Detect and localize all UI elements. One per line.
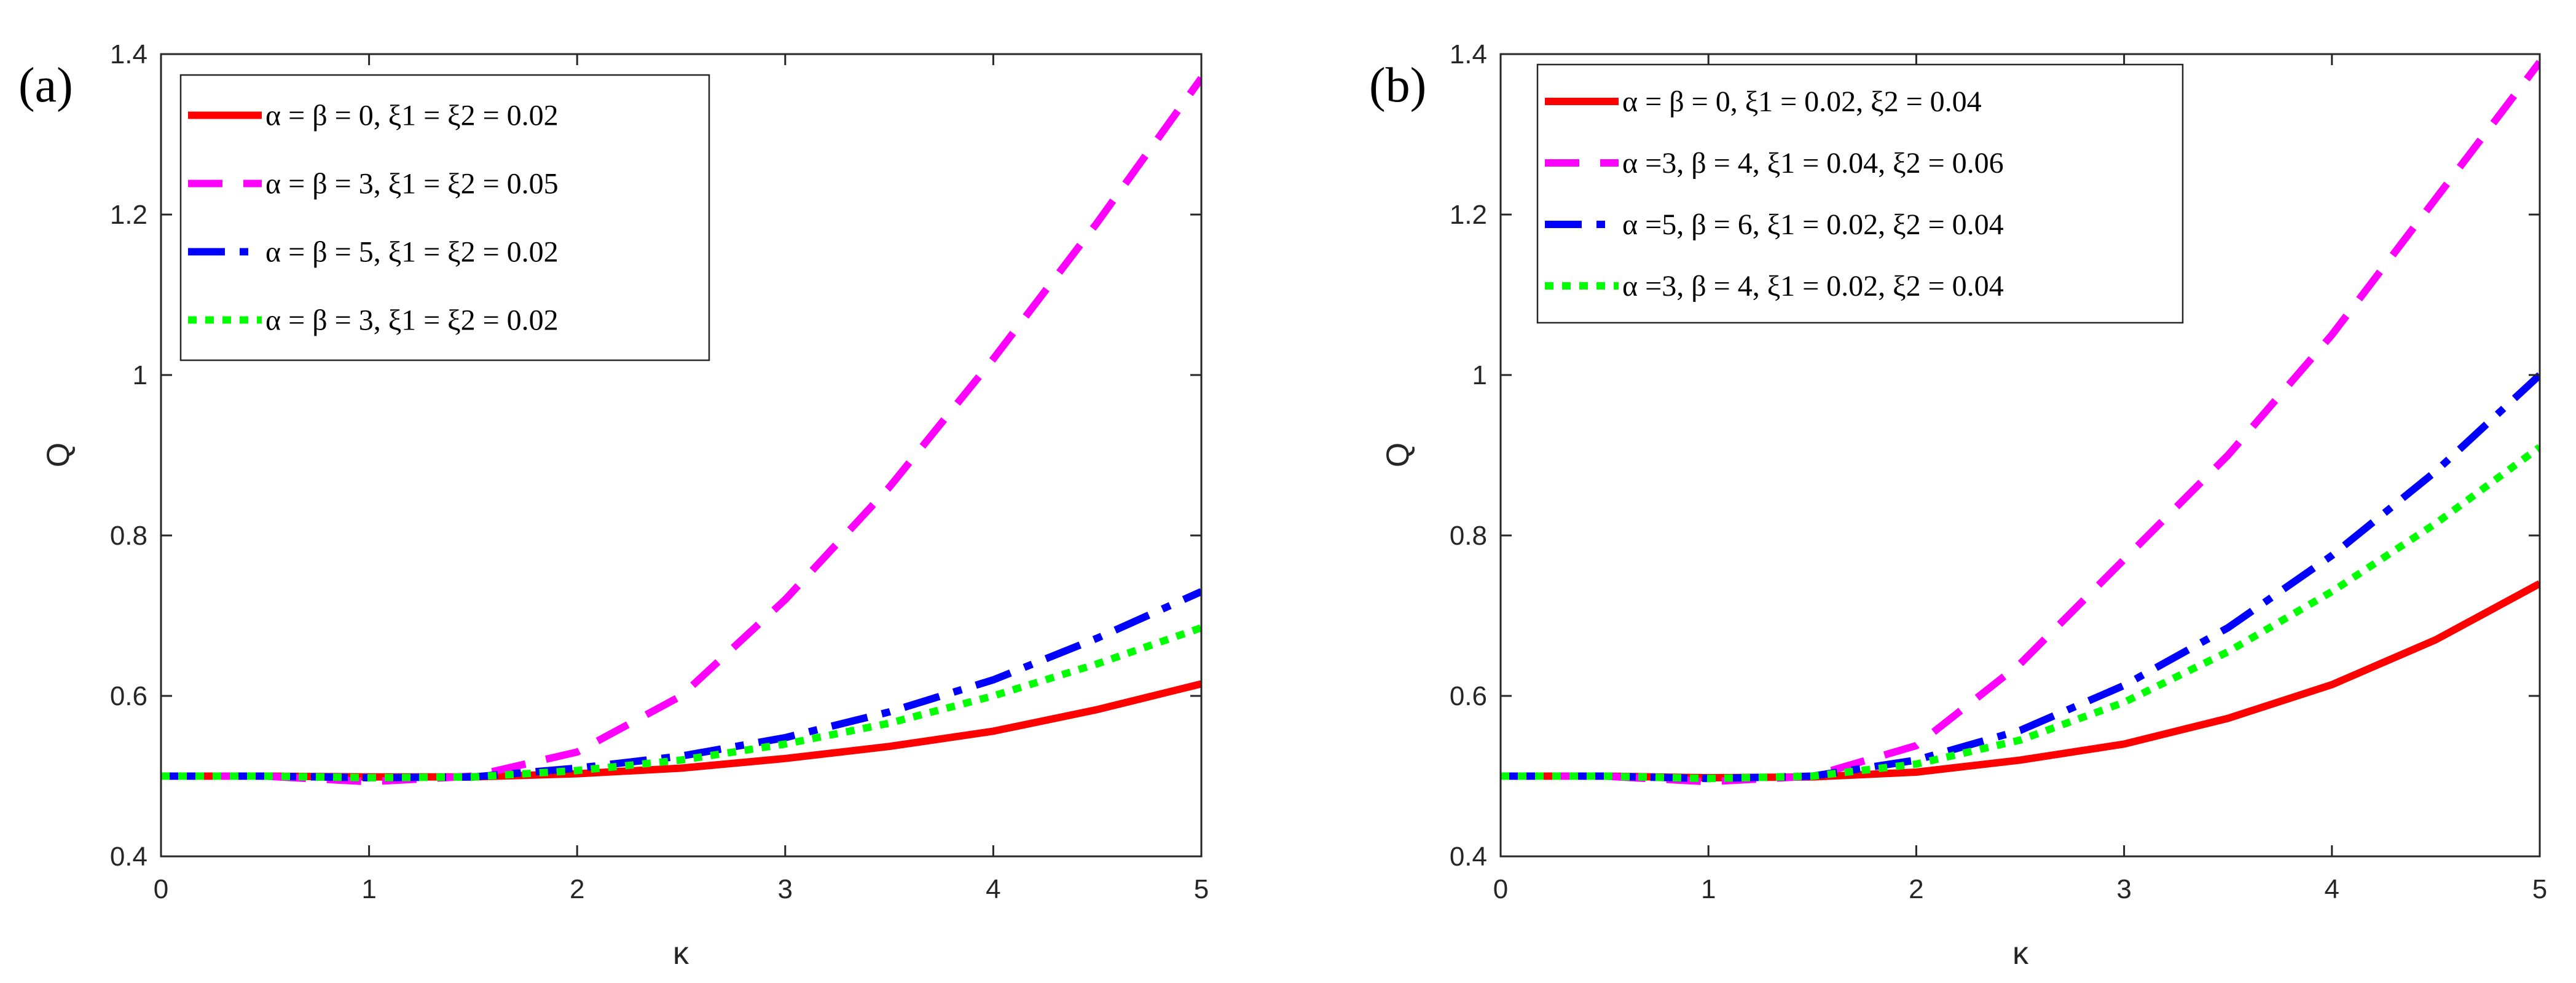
x-tick-label: 3 — [778, 874, 793, 904]
x-tick-label: 5 — [2532, 874, 2547, 904]
x-tick-label: 1 — [1701, 874, 1716, 904]
chart-panel-b: 0 1 2 3 4 5 0.4 0.6 0.8 1 1.2 1.4 κ Q (b) α = β = 0, ξ1… — [1369, 39, 2547, 971]
y-tick-label: 0.6 — [110, 681, 147, 711]
y-tick-label: 1 — [133, 360, 147, 390]
y-tick-label: 1.2 — [110, 200, 147, 230]
y-tick-label: 0.4 — [1450, 842, 1487, 872]
legend-entry: α = β = 0, ξ1 = ξ2 = 0.02 — [265, 100, 559, 132]
x-tick-label: 5 — [1194, 874, 1209, 904]
axes-box — [1499, 53, 2541, 858]
panel-label: (a) — [18, 58, 73, 113]
legend-entry: α =3, β = 4, ξ1 = 0.04, ξ2 = 0.06 — [1622, 147, 2004, 180]
legend-entry: α = β = 5, ξ1 = ξ2 = 0.02 — [265, 236, 559, 269]
legend-entry: α = β = 3, ξ1 = ξ2 = 0.05 — [265, 168, 559, 200]
y-tick-label: 0.6 — [1450, 681, 1487, 711]
chart-panel-a: 0 1 2 3 4 5 0.4 0.6 0.8 1 1.2 1.4 κ Q (a) α = β = 0, ξ1… — [18, 39, 1209, 971]
legend-entry: α =5, β = 6, ξ1 = 0.02, ξ2 = 0.04 — [1622, 208, 2004, 241]
x-tick-label: 3 — [2116, 874, 2131, 904]
y-tick-label: 1.4 — [1450, 39, 1487, 69]
legend-entry: α = β = 3, ξ1 = ξ2 = 0.02 — [265, 304, 559, 337]
x-tick-label: 1 — [361, 874, 376, 904]
legend: α = β = 0, ξ1 = ξ2 = 0.02 α = β = 3, ξ1 =… — [179, 74, 710, 361]
legend-entry: α =3, β = 4, ξ1 = 0.02, ξ2 = 0.04 — [1622, 270, 2004, 302]
y-tick-label: 1 — [1472, 360, 1487, 390]
x-tick-label: 2 — [570, 874, 584, 904]
y-axis-label: Q — [41, 443, 76, 467]
x-tick-label: 0 — [1493, 874, 1508, 904]
y-tick-label: 0.4 — [110, 842, 147, 872]
axes-box — [160, 53, 1203, 858]
series-line-4 — [1501, 444, 2540, 783]
legend-box — [1536, 63, 2184, 324]
x-axis-label: κ — [2012, 936, 2029, 971]
y-tick-label: 1.4 — [110, 39, 147, 69]
x-tick-label: 2 — [1909, 874, 1923, 904]
y-tick-label: 1.2 — [1450, 200, 1487, 230]
x-tick-label: 0 — [154, 874, 168, 904]
legend: α = β = 0, ξ1 = 0.02, ξ2 = 0.04 α =3, β =… — [1536, 63, 2184, 324]
legend-box — [179, 74, 710, 361]
y-axis-label: Q — [1380, 443, 1416, 467]
x-tick-label: 4 — [2325, 874, 2339, 904]
x-tick-label: 4 — [986, 874, 1000, 904]
x-axis-label: κ — [673, 936, 689, 971]
y-tick-label: 0.8 — [110, 521, 147, 551]
y-tick-label: 0.8 — [1450, 521, 1487, 551]
panel-label: (b) — [1369, 58, 1426, 113]
series-line-4 — [161, 624, 1201, 782]
legend-entry: α = β = 0, ξ1 = 0.02, ξ2 = 0.04 — [1622, 85, 1982, 118]
